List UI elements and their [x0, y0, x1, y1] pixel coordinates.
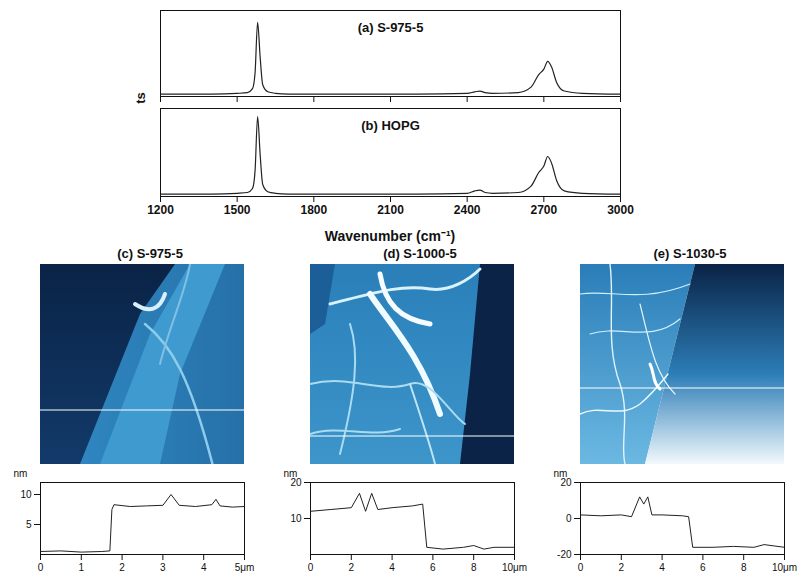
svg-text:2400: 2400 [454, 203, 481, 217]
svg-text:4: 4 [659, 562, 665, 573]
svg-text:1500: 1500 [224, 203, 251, 217]
svg-text:0: 0 [578, 562, 584, 573]
svg-text:(a) S-975-5: (a) S-975-5 [358, 20, 424, 35]
svg-text:2: 2 [619, 562, 625, 573]
svg-text:nm: nm [14, 468, 28, 479]
html-text:CCD cts: CCD cts [132, 92, 148, 143]
svg-text:8: 8 [471, 562, 477, 573]
svg-text:3000: 3000 [607, 203, 634, 217]
svg-text:4: 4 [389, 562, 395, 573]
svg-text:nm: nm [284, 468, 298, 479]
svg-text:10μm: 10μm [502, 562, 527, 573]
svg-text:20: 20 [290, 476, 302, 488]
svg-text:6: 6 [430, 562, 436, 573]
html-text:(e) S-1030-5: (e) S-1030-5 [653, 246, 727, 261]
svg-text:0: 0 [38, 562, 44, 573]
svg-text:1800: 1800 [300, 203, 327, 217]
svg-text:2100: 2100 [377, 203, 404, 217]
svg-text:5μm: 5μm [235, 562, 255, 573]
svg-text:0: 0 [308, 562, 314, 573]
svg-text:10: 10 [290, 513, 302, 524]
svg-text:6: 6 [700, 562, 706, 573]
html-text:(d) S-1000-5: (d) S-1000-5 [383, 246, 457, 261]
html-text:(c) S-975-5: (c) S-975-5 [117, 246, 183, 261]
svg-text:20: 20 [560, 476, 572, 488]
svg-text:1: 1 [79, 562, 85, 573]
svg-text:2: 2 [349, 562, 355, 573]
svg-text:3: 3 [160, 562, 166, 573]
svg-text:0: 0 [566, 513, 572, 524]
svg-text:10: 10 [20, 489, 32, 500]
svg-text:-20: -20 [557, 549, 572, 560]
svg-text:1200: 1200 [147, 203, 174, 217]
svg-text:(b) HOPG: (b) HOPG [361, 118, 420, 133]
svg-text:2700: 2700 [530, 203, 557, 217]
svg-text:5: 5 [26, 519, 32, 530]
svg-text:10μm: 10μm [772, 562, 797, 573]
svg-text:2: 2 [119, 562, 125, 573]
svg-text:4: 4 [201, 562, 207, 573]
html-text:Wavenumber (cm⁻¹): Wavenumber (cm⁻¹) [324, 228, 456, 244]
svg-text:nm: nm [554, 468, 568, 479]
svg-text:8: 8 [741, 562, 747, 573]
